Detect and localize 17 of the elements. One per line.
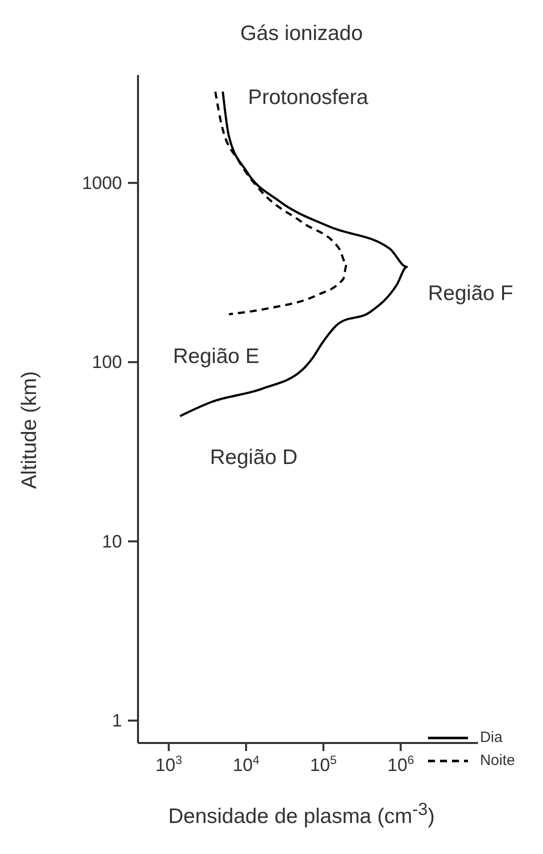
x-axis-title: Densidade de plasma (cm$^{-3}$) (168, 799, 435, 828)
annotation: Região E (173, 345, 260, 368)
legend-label: Noite (480, 752, 515, 769)
legend-label: Dia (480, 729, 502, 746)
x-tick-label: 10$^{6}$ (387, 753, 414, 775)
y-axis-title: Altitude (km) (18, 371, 41, 489)
annotation: Região D (210, 446, 298, 469)
chart-title: Gás ionizado (240, 22, 363, 45)
x-tick-label: 10$^{4}$ (232, 753, 260, 775)
x-tick-label: 10$^{5}$ (310, 753, 338, 775)
x-tick-label: 10$^{3}$ (155, 753, 182, 775)
y-tick-label: 100 (92, 352, 122, 372)
annotation: Região F (428, 282, 514, 305)
annotation: Protonosfera (248, 86, 368, 109)
y-tick-label: 1 (112, 710, 122, 731)
y-tick-label: 10 (102, 531, 122, 552)
y-tick-label: 1000 (82, 172, 122, 193)
